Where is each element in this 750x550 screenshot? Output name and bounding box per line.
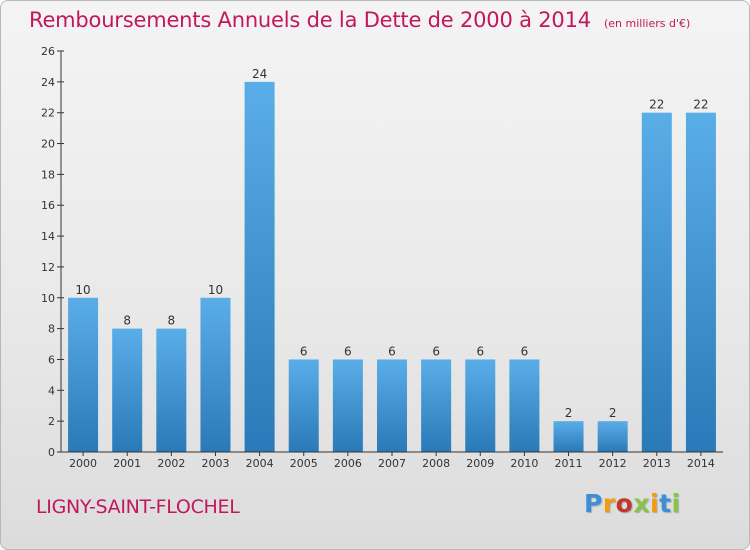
data-label-2010: 6 bbox=[521, 344, 529, 358]
chart-subtitle: (en milliers d'€) bbox=[604, 17, 691, 30]
data-label-2005: 6 bbox=[300, 344, 308, 358]
logo-letter: t bbox=[659, 489, 672, 518]
y-tick-label: 4 bbox=[48, 384, 55, 397]
data-label-2007: 6 bbox=[388, 344, 396, 358]
y-tick-label: 16 bbox=[41, 199, 55, 212]
bar-2013 bbox=[641, 112, 672, 452]
x-tick-label-2003: 2003 bbox=[201, 457, 229, 470]
y-tick-label: 24 bbox=[41, 76, 55, 89]
chart-title: Remboursements Annuels de la Dette de 20… bbox=[29, 8, 591, 32]
y-tick-label: 10 bbox=[41, 292, 55, 305]
chart-header: Remboursements Annuels de la Dette de 20… bbox=[29, 8, 690, 32]
x-tick-label-2014: 2014 bbox=[687, 457, 715, 470]
x-tick-label-2004: 2004 bbox=[246, 457, 274, 470]
x-tick-label-2013: 2013 bbox=[643, 457, 671, 470]
bar-2003 bbox=[200, 297, 231, 452]
x-tick-label-2006: 2006 bbox=[334, 457, 362, 470]
bar-2005 bbox=[288, 359, 319, 452]
data-label-2014: 22 bbox=[693, 98, 708, 112]
logo-letter: x bbox=[633, 489, 650, 518]
data-label-2008: 6 bbox=[432, 344, 440, 358]
x-tick-label-2007: 2007 bbox=[378, 457, 406, 470]
bar-2008 bbox=[421, 359, 452, 452]
x-tick-label-2000: 2000 bbox=[69, 457, 97, 470]
y-tick-label: 26 bbox=[41, 45, 55, 58]
x-axis: 2000 2001 2002 2003 2004 2005 2006 2007 2008 2009… bbox=[61, 451, 723, 470]
x-tick-label-2009: 2009 bbox=[466, 457, 494, 470]
bar-2001 bbox=[112, 328, 143, 452]
bar-2004 bbox=[244, 81, 275, 452]
data-label-2012: 2 bbox=[609, 406, 617, 420]
bar-2012 bbox=[597, 421, 628, 452]
bar-2014 bbox=[685, 112, 716, 452]
data-label-2000: 10 bbox=[75, 283, 90, 297]
logo-letter: r bbox=[602, 489, 616, 518]
y-tick-label: 0 bbox=[48, 446, 55, 459]
x-tick-label-2001: 2001 bbox=[113, 457, 141, 470]
y-tick-label: 12 bbox=[41, 261, 55, 274]
data-label-2011: 2 bbox=[565, 406, 573, 420]
data-label-2013: 22 bbox=[649, 98, 664, 112]
x-tick-label-2005: 2005 bbox=[290, 457, 318, 470]
bar-2009 bbox=[465, 359, 496, 452]
bar-2011 bbox=[553, 421, 584, 452]
bar-2007 bbox=[376, 359, 408, 452]
y-tick-label: 20 bbox=[41, 138, 55, 151]
x-tick-label-2008: 2008 bbox=[422, 457, 450, 470]
x-tick-label-2002: 2002 bbox=[157, 457, 185, 470]
y-tick-label: 6 bbox=[48, 353, 55, 366]
bar-2002 bbox=[156, 328, 187, 452]
data-label-2002: 8 bbox=[168, 314, 176, 328]
y-tick-label: 18 bbox=[41, 168, 55, 181]
data-label-2003: 10 bbox=[208, 283, 223, 297]
x-tick-label-2012: 2012 bbox=[599, 457, 627, 470]
y-tick-label: 22 bbox=[41, 107, 55, 120]
y-tick-label: 14 bbox=[41, 230, 55, 243]
proxiti-logo[interactable]: Proxiti bbox=[584, 489, 681, 518]
bar-2000 bbox=[68, 297, 99, 452]
logo-letter: i bbox=[650, 489, 660, 518]
bar-2006 bbox=[332, 359, 363, 452]
data-label-2009: 6 bbox=[476, 344, 484, 358]
data-label-2004: 24 bbox=[252, 67, 267, 81]
x-tick-label-2010: 2010 bbox=[510, 457, 538, 470]
bar-2010 bbox=[509, 359, 540, 452]
logo-letter: o bbox=[615, 489, 634, 518]
y-tick-label: 8 bbox=[48, 323, 55, 336]
y-tick-label: 2 bbox=[48, 415, 55, 428]
logo-letter: P bbox=[584, 489, 603, 518]
data-label-2001: 8 bbox=[123, 314, 131, 328]
logo-letter: i bbox=[671, 489, 681, 518]
data-label-2006: 6 bbox=[344, 344, 352, 358]
x-tick-label-2011: 2011 bbox=[555, 457, 583, 470]
commune-name: LIGNY-SAINT-FLOCHEL bbox=[36, 496, 240, 518]
